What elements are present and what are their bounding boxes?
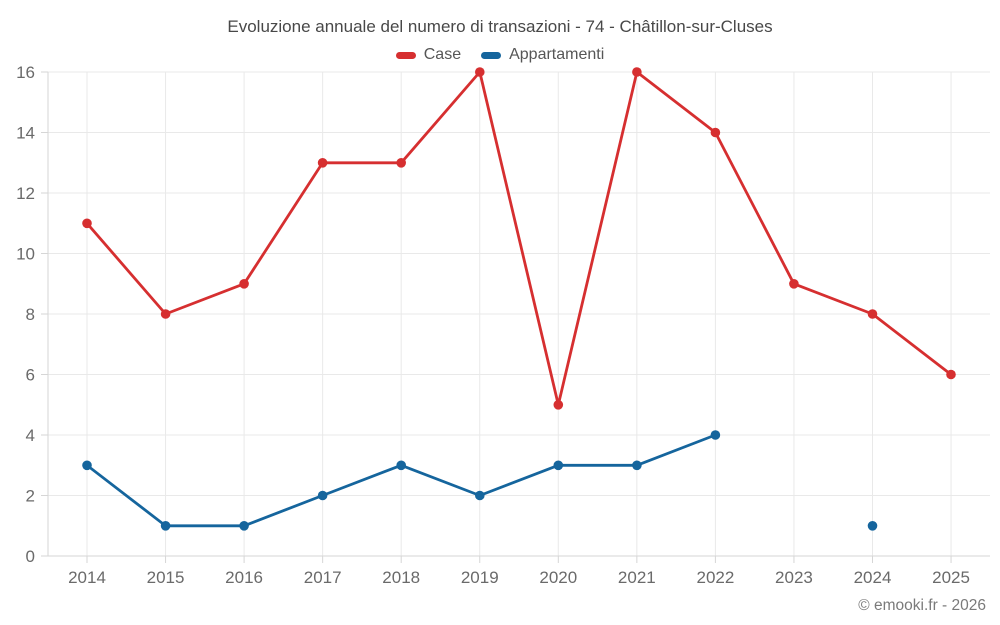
svg-text:2015: 2015 [147, 568, 185, 587]
svg-text:2020: 2020 [539, 568, 577, 587]
svg-text:2016: 2016 [225, 568, 263, 587]
legend-swatch-appartamenti-icon [481, 51, 502, 59]
svg-text:8: 8 [26, 305, 35, 324]
legend-label-appartamenti: Appartamenti [509, 46, 605, 63]
svg-text:2: 2 [26, 487, 35, 506]
legend-item-appartamenti[interactable]: Appartamenti [481, 46, 604, 64]
svg-text:2014: 2014 [68, 568, 106, 587]
svg-text:6: 6 [26, 366, 35, 385]
svg-text:2022: 2022 [696, 568, 734, 587]
svg-text:2018: 2018 [382, 568, 420, 587]
chart-title: Evoluzione annuale del numero di transaz… [227, 17, 773, 36]
svg-text:2025: 2025 [932, 568, 970, 587]
svg-text:14: 14 [16, 124, 35, 143]
svg-text:4: 4 [26, 426, 35, 445]
svg-text:2023: 2023 [775, 568, 813, 587]
svg-text:2017: 2017 [304, 568, 342, 587]
svg-text:2019: 2019 [461, 568, 499, 587]
legend-swatch-case-icon [395, 51, 416, 59]
svg-text:12: 12 [16, 184, 35, 203]
legend: Case Appartamenti [0, 46, 1000, 64]
legend-label-case: Case [423, 46, 462, 63]
svg-text:0: 0 [26, 547, 35, 566]
credit-footer: © emooki.fr - 2026 [858, 597, 986, 614]
svg-text:2024: 2024 [854, 568, 892, 587]
svg-text:10: 10 [16, 245, 35, 264]
svg-text:2021: 2021 [618, 568, 656, 587]
legend-item-case[interactable]: Case [395, 46, 462, 64]
svg-text:16: 16 [16, 63, 35, 82]
